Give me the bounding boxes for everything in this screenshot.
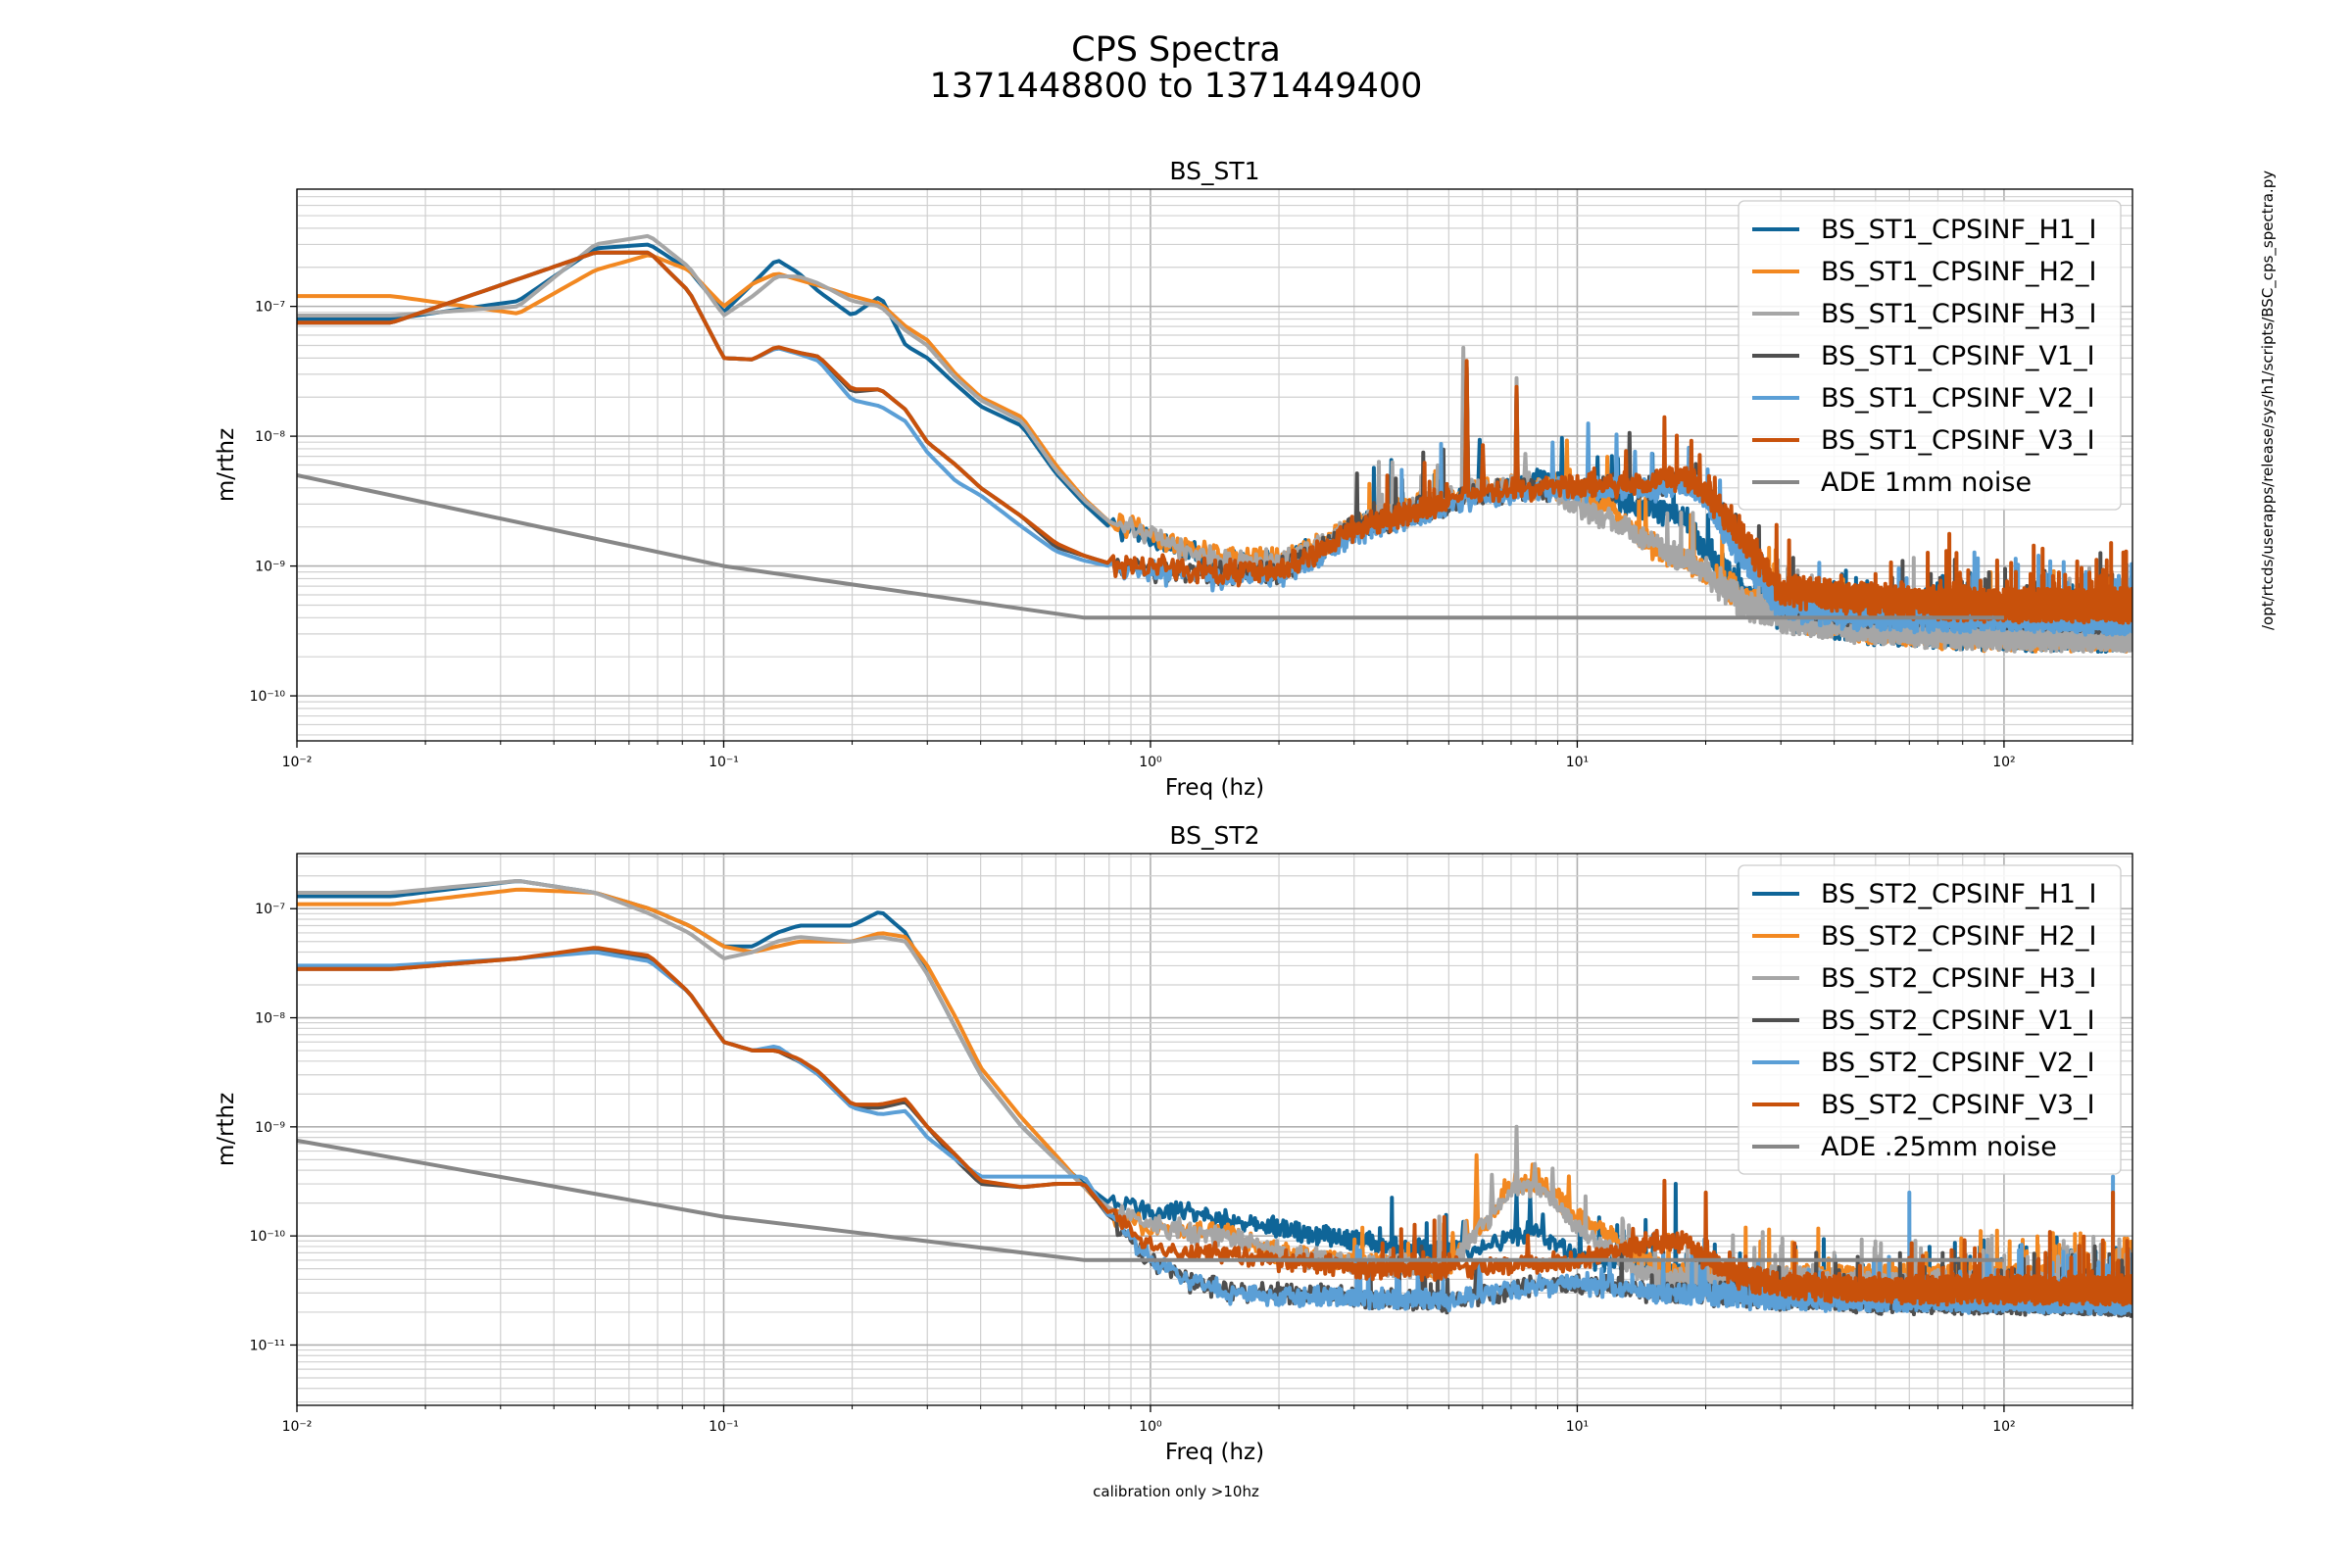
y-tick-label: 10⁻⁸ [255, 1011, 285, 1027]
legend-label: BS_ST2_CPSINF_V1_I [1821, 1005, 2095, 1036]
legend-label: BS_ST2_CPSINF_V2_I [1821, 1048, 2095, 1078]
series-line-bs-st2-cpsinf-v3-i [297, 946, 2132, 1307]
y-tick-label: 10⁻¹⁰ [250, 1229, 286, 1245]
y-tick-label: 10⁻¹⁰ [250, 689, 286, 705]
x-tick-label: 10² [1992, 755, 2015, 770]
figure-subtitle: 1371448800 to 1371449400 [929, 67, 1423, 106]
footnote: calibration only >10hz [1093, 1483, 1259, 1500]
legend-label: BS_ST2_CPSINF_V3_I [1821, 1090, 2095, 1120]
y-tick-label: 10⁻⁹ [255, 1120, 285, 1136]
x-tick-label: 10² [1992, 1419, 2015, 1435]
x-tick-label: 10⁰ [1139, 755, 1162, 770]
legend-label: BS_ST1_CPSINF_H1_I [1821, 215, 2096, 245]
x-tick-label: 10⁻² [282, 755, 313, 770]
legend-frame [1738, 864, 2122, 1175]
x-tick-label: 10¹ [1566, 1419, 1589, 1435]
series-line-bs-st1-cpsinf-v3-i [297, 250, 2132, 625]
x-tick-label: 10⁻¹ [709, 1419, 739, 1435]
y-tick-label: 10⁻⁸ [255, 429, 285, 445]
legend-frame [1738, 200, 2122, 511]
bs-st2-y-axis-label: m/rthz [214, 1093, 239, 1166]
legend-label: ADE 1mm noise [1821, 467, 2032, 498]
legend-label: BS_ST1_CPSINF_H2_I [1821, 257, 2096, 287]
x-tick-label: 10⁻² [282, 1419, 313, 1435]
legend-label: BS_ST2_CPSINF_H1_I [1821, 879, 2096, 909]
bs-st2-legend: BS_ST2_CPSINF_H1_I BS_ST2_CPSINF_H2_I BS_S… [1738, 864, 2122, 1175]
y-tick-label: 10⁻¹¹ [250, 1338, 285, 1353]
legend-label: BS_ST1_CPSINF_V3_I [1821, 425, 2095, 456]
x-tick-label: 10¹ [1566, 755, 1589, 770]
bs-st1-x-axis-label: Freq (hz) [1165, 775, 1264, 801]
series-line-ade-1mm-noise [297, 473, 2004, 620]
bs-st1-legend: BS_ST1_CPSINF_H1_I BS_ST1_CPSINF_H2_I BS_S… [1738, 200, 2122, 511]
legend-label: BS_ST2_CPSINF_H2_I [1821, 921, 2096, 952]
bs-st1-y-axis-label: m/rthz [214, 428, 239, 502]
bs-st1-axes-frame [296, 188, 2133, 742]
chart-bs-st1: 10⁻² 10⁻¹ 10⁰ 10¹ 10² 10⁻¹⁰ 10⁻⁹ 10⁻⁸ 10⁻⁷ BS_ST1… [214, 157, 2133, 801]
bs-st2-title: BS_ST2 [1169, 821, 1259, 850]
legend-label: BS_ST1_CPSINF_V1_I [1821, 341, 2095, 371]
bs-st2-axes-frame [296, 853, 2133, 1406]
y-tick-label: 10⁻⁷ [255, 300, 285, 316]
x-tick-label: 10⁰ [1139, 1419, 1162, 1435]
legend-label: BS_ST1_CPSINF_H3_I [1821, 299, 2096, 329]
series-line-ade--25mm-noise [297, 1138, 2004, 1262]
legend-label: BS_ST1_CPSINF_V2_I [1821, 383, 2095, 414]
bs-st1-title: BS_ST1 [1169, 157, 1259, 185]
legend-label: ADE .25mm noise [1821, 1132, 2057, 1162]
y-tick-label: 10⁻⁹ [255, 560, 285, 575]
bs-st2-x-axis-label: Freq (hz) [1165, 1440, 1264, 1465]
x-tick-label: 10⁻¹ [709, 755, 739, 770]
y-tick-label: 10⁻⁷ [255, 902, 285, 917]
chart-bs-st2: 10⁻² 10⁻¹ 10⁰ 10¹ 10² 10⁻¹¹ 10⁻¹⁰ 10⁻⁹ 10⁻⁸ 10⁻⁷ B… [214, 821, 2133, 1465]
figure-title: CPS Spectra [1071, 30, 1281, 70]
legend-label: BS_ST2_CPSINF_H3_I [1821, 963, 2096, 994]
